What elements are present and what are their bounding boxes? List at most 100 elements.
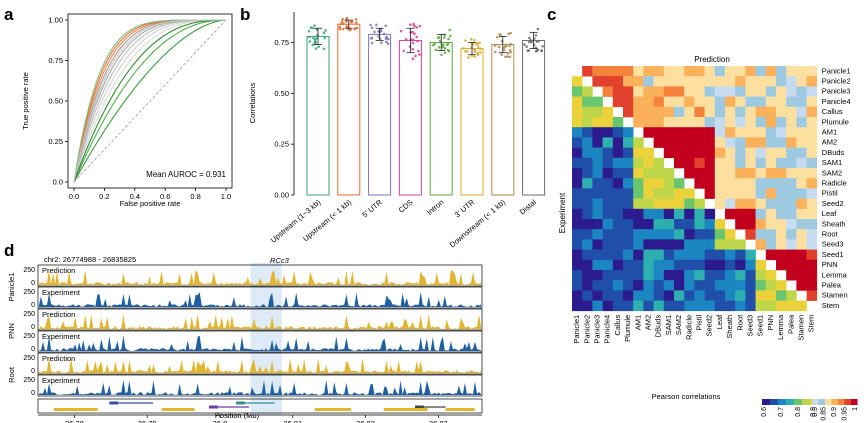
bar-point xyxy=(355,21,358,24)
heatmap-cell-lower xyxy=(786,290,797,301)
heatmap-cell-lower xyxy=(643,249,654,261)
heatmap-cell-upper xyxy=(776,117,787,128)
heatmap-cell-upper xyxy=(776,137,787,148)
heatmap-cell-lower xyxy=(735,290,746,301)
heatmap-cell-lower xyxy=(602,157,614,169)
heatmap-cell-upper xyxy=(806,270,818,281)
heatmap-cell-upper xyxy=(745,117,756,128)
roc-curve xyxy=(73,19,227,183)
heatmap-cell-lower xyxy=(704,249,716,261)
heatmap-row-label: SAM1 xyxy=(822,158,842,167)
bar-point xyxy=(404,37,408,41)
heatmap-cell-lower xyxy=(633,188,644,199)
heatmap-col-label: Panicle1 xyxy=(572,315,581,344)
heatmap-cell-lower xyxy=(735,270,746,281)
heatmap-cell-upper xyxy=(735,86,746,97)
heatmap-cell-upper xyxy=(796,66,807,77)
track-ytick-label: 250 xyxy=(23,267,35,274)
gene-feature xyxy=(161,408,195,411)
heatmap-cell-upper xyxy=(735,96,746,108)
heatmap-cell-lower xyxy=(592,270,603,281)
gene-exon xyxy=(209,405,218,409)
roc-xtick-label: 0.4 xyxy=(130,192,140,201)
heatmap-cell-lower xyxy=(663,249,675,261)
heatmap-cell-lower xyxy=(714,290,726,301)
heatmap-cell-lower xyxy=(612,208,624,220)
heatmap-cell-lower xyxy=(674,270,685,281)
bar-point xyxy=(509,31,513,35)
heatmap-cell-lower xyxy=(582,208,593,220)
tissue-label: Panicle1 xyxy=(7,273,16,302)
bar-point xyxy=(449,34,452,38)
heatmap-cell-upper xyxy=(755,157,767,169)
bar-point xyxy=(500,53,503,56)
heatmap-cell-lower xyxy=(633,219,644,230)
heatmap-cell-upper xyxy=(755,147,767,159)
heatmap-cell-upper xyxy=(694,96,705,108)
roc-ytick-label: 1.00 xyxy=(48,16,63,25)
bar-point xyxy=(448,28,452,32)
heatmap-cell-lower xyxy=(592,117,603,128)
heatmap-cell-lower xyxy=(653,249,665,261)
heatmap-cell-lower xyxy=(623,127,634,138)
heatmap-cell-upper xyxy=(776,157,787,169)
heatmap-cell-upper xyxy=(786,86,797,97)
heatmap-cell-upper xyxy=(786,147,797,159)
heatmap-cell-lower xyxy=(684,270,695,281)
gene-exon xyxy=(235,401,245,405)
heatmap-cell-lower xyxy=(694,239,705,250)
heatmap-cell-lower xyxy=(643,280,654,291)
panel-label-c: c xyxy=(547,5,556,24)
heatmap-col-label: Sheath xyxy=(725,315,734,339)
bar-point xyxy=(409,38,413,41)
heatmap-cell-lower xyxy=(572,127,583,138)
bar-point xyxy=(523,43,526,46)
heatmap-cell-upper xyxy=(653,117,665,128)
heatmap-cell-upper xyxy=(663,106,675,118)
heatmap-cell-lower xyxy=(704,300,716,312)
heatmap-cell-lower xyxy=(582,239,593,250)
heatmap-cell-upper xyxy=(725,96,736,108)
heatmap-cell-lower xyxy=(582,188,593,199)
heatmap-cell-lower xyxy=(694,290,705,301)
heatmap-cell-upper xyxy=(725,208,736,220)
heatmap-cell-upper xyxy=(786,117,797,128)
heatmap-cell-upper xyxy=(663,76,675,87)
heatmap-cell-upper xyxy=(663,117,675,128)
heatmap-cell-lower xyxy=(592,127,603,138)
heatmap-cell-upper xyxy=(704,86,716,97)
heatmap-cell-lower xyxy=(663,208,675,220)
heatmap-cell-upper xyxy=(694,127,705,138)
heatmap-cell-upper xyxy=(694,66,705,77)
heatmap-cell-upper xyxy=(786,188,797,199)
bar-ylabel: Correlations xyxy=(248,83,257,124)
heatmap-cell-lower xyxy=(776,290,787,301)
bar-point xyxy=(540,49,543,52)
heatmap-cell-lower xyxy=(623,157,634,169)
heatmap-top-label: Prediction xyxy=(694,55,730,64)
heatmap-cell-lower xyxy=(704,290,716,301)
heatmap-cell-upper xyxy=(674,96,685,108)
roc-curve xyxy=(73,19,226,183)
bar xyxy=(522,39,546,196)
heatmap-cell-lower xyxy=(674,188,685,199)
bar-point xyxy=(469,37,473,41)
bar-point xyxy=(504,55,507,58)
heatmap-col-label: Leaf xyxy=(715,314,724,330)
bar-point xyxy=(437,46,441,49)
heatmap-cell-lower xyxy=(623,219,634,230)
bar-point xyxy=(341,17,344,21)
legend-upper-swatch xyxy=(831,399,838,405)
heatmap-cell-lower xyxy=(612,178,624,189)
heatmap-cell-lower xyxy=(592,198,603,210)
heatmap-cell-upper xyxy=(776,219,787,230)
heatmap-side-label: Experiment xyxy=(558,192,567,233)
bar-point xyxy=(313,24,316,27)
bar-point xyxy=(502,48,506,52)
heatmap-cell-lower xyxy=(633,290,644,301)
bar-point xyxy=(541,44,544,48)
heatmap-row-label: Root xyxy=(822,230,839,239)
heatmap-cell-upper xyxy=(704,127,716,138)
heatmap-cell-lower xyxy=(572,219,583,230)
heatmap-cell-upper xyxy=(714,127,726,138)
